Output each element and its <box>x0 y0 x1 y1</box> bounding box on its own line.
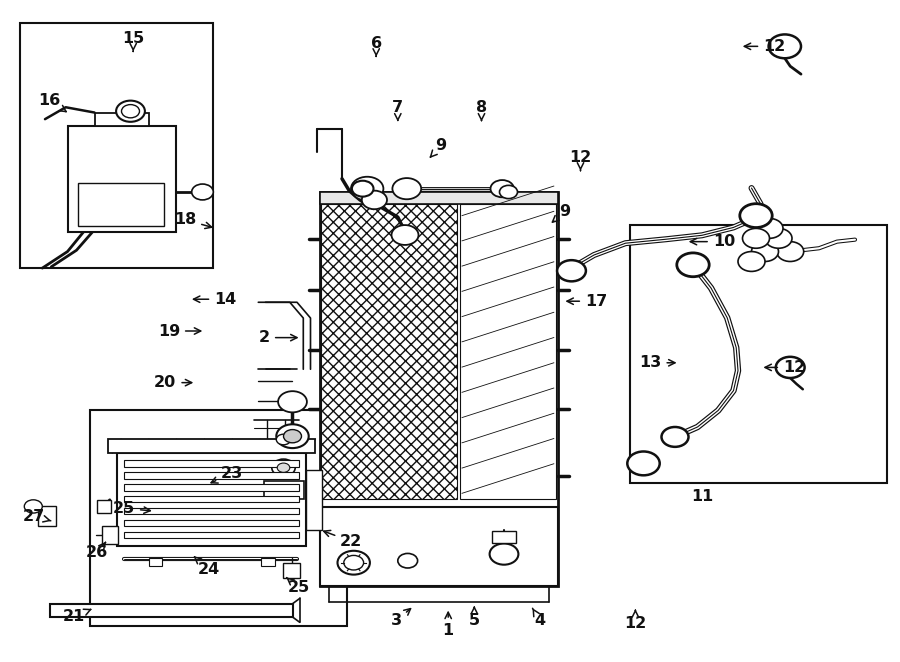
Bar <box>20 23 213 268</box>
Circle shape <box>398 553 418 568</box>
Text: 12: 12 <box>765 360 806 375</box>
Bar <box>148 558 162 566</box>
Circle shape <box>677 253 709 277</box>
Text: 15: 15 <box>122 31 144 52</box>
Circle shape <box>276 424 309 448</box>
Bar <box>94 113 148 126</box>
Circle shape <box>500 185 518 199</box>
Bar <box>108 439 315 453</box>
Bar <box>492 531 516 543</box>
Bar <box>102 526 118 544</box>
Text: 22: 22 <box>324 530 363 549</box>
Circle shape <box>352 181 374 197</box>
Text: 18: 18 <box>174 213 212 228</box>
Text: 16: 16 <box>39 93 67 112</box>
Circle shape <box>777 242 804 261</box>
Bar <box>306 470 322 530</box>
Circle shape <box>392 225 418 245</box>
Circle shape <box>738 252 765 271</box>
Text: 10: 10 <box>690 234 735 249</box>
Circle shape <box>742 228 770 248</box>
Circle shape <box>769 34 801 58</box>
Text: 26: 26 <box>86 542 108 560</box>
Circle shape <box>338 551 370 575</box>
Bar <box>97 500 111 513</box>
Circle shape <box>344 555 364 570</box>
Text: 9: 9 <box>430 138 446 157</box>
Circle shape <box>116 101 145 122</box>
Text: 14: 14 <box>194 292 237 307</box>
Bar <box>124 472 299 479</box>
Circle shape <box>756 218 783 238</box>
Circle shape <box>557 260 586 281</box>
Bar <box>320 507 558 586</box>
Bar <box>261 558 274 566</box>
Text: 9: 9 <box>553 205 570 222</box>
Bar <box>90 410 346 626</box>
Bar <box>38 506 56 526</box>
Circle shape <box>272 459 295 477</box>
Bar <box>264 481 304 499</box>
Circle shape <box>392 178 421 199</box>
Text: 6: 6 <box>371 36 382 56</box>
Bar <box>321 204 457 499</box>
Circle shape <box>765 228 792 248</box>
Text: 3: 3 <box>391 608 410 628</box>
Circle shape <box>278 391 307 412</box>
Circle shape <box>284 430 302 443</box>
Bar <box>50 604 292 617</box>
Circle shape <box>362 191 387 209</box>
Text: 27: 27 <box>23 509 50 524</box>
Text: 5: 5 <box>469 607 480 628</box>
Bar <box>124 496 299 502</box>
Bar <box>320 192 558 204</box>
Text: 24: 24 <box>194 557 220 577</box>
Text: 8: 8 <box>476 100 487 120</box>
Text: 17: 17 <box>567 294 608 308</box>
Bar <box>124 484 299 491</box>
Text: 12: 12 <box>744 39 786 54</box>
Circle shape <box>740 204 772 228</box>
Text: 1: 1 <box>443 612 454 638</box>
Bar <box>68 126 176 232</box>
Bar <box>630 225 886 483</box>
Bar <box>124 532 299 538</box>
Circle shape <box>351 177 383 201</box>
Text: 20: 20 <box>154 375 192 390</box>
Circle shape <box>662 427 688 447</box>
Bar <box>460 204 555 499</box>
Circle shape <box>752 242 778 261</box>
Bar <box>124 460 299 467</box>
Bar <box>124 520 299 526</box>
Text: 25: 25 <box>286 577 310 595</box>
Circle shape <box>776 357 805 378</box>
Bar <box>117 453 306 546</box>
Circle shape <box>277 463 290 473</box>
Text: 2: 2 <box>259 330 297 345</box>
Circle shape <box>491 180 514 197</box>
Text: 12: 12 <box>570 150 591 171</box>
Text: 21: 21 <box>63 609 91 624</box>
Circle shape <box>276 434 291 445</box>
Text: 13: 13 <box>639 355 675 370</box>
Bar <box>320 192 558 586</box>
Circle shape <box>627 451 660 475</box>
Circle shape <box>24 500 42 513</box>
Text: 12: 12 <box>625 610 646 631</box>
Bar <box>124 508 299 514</box>
Circle shape <box>192 184 213 200</box>
Text: 25: 25 <box>112 501 150 516</box>
Text: 7: 7 <box>392 100 403 120</box>
Text: 4: 4 <box>533 608 545 628</box>
Text: 23: 23 <box>212 466 243 483</box>
Circle shape <box>122 105 140 118</box>
Circle shape <box>490 544 518 565</box>
Bar <box>78 183 164 226</box>
Bar <box>284 563 300 578</box>
Text: 19: 19 <box>158 324 201 338</box>
Text: 11: 11 <box>691 489 713 504</box>
